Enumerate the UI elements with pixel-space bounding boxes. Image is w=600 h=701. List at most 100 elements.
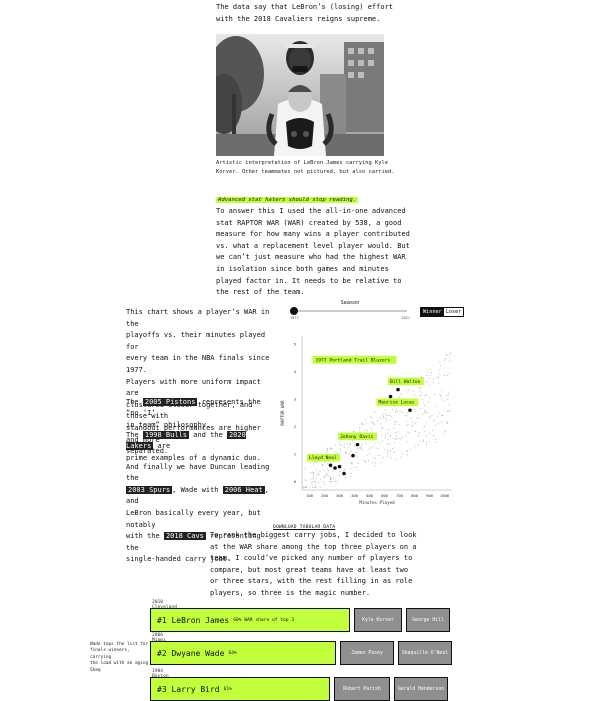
background-point	[362, 424, 364, 426]
carry-job-teammate-bar[interactable]: Gerald Henderson	[394, 677, 448, 701]
background-point	[326, 472, 328, 474]
x-tick-label: 600	[381, 493, 389, 498]
y-tick-label: 3	[294, 397, 296, 402]
background-point	[442, 415, 444, 417]
background-point	[310, 478, 312, 480]
background-point	[448, 354, 451, 356]
background-point	[425, 422, 427, 424]
background-point	[443, 400, 445, 402]
background-point	[411, 421, 413, 423]
background-point	[353, 466, 355, 469]
background-point	[319, 481, 321, 483]
toggle-loser[interactable]: Loser	[443, 308, 464, 316]
team-player-point	[388, 394, 393, 399]
download-tabular-data-link[interactable]: DOWNLOAD TABULAR DATA	[273, 525, 336, 530]
background-point	[370, 428, 372, 430]
background-point	[378, 448, 380, 450]
background-point	[326, 468, 329, 470]
background-point	[424, 394, 426, 397]
x-tick-label: 500	[366, 493, 374, 498]
background-point	[361, 448, 363, 450]
background-point	[429, 416, 431, 418]
background-point	[406, 424, 408, 427]
background-point	[410, 425, 413, 427]
season-slider-thumb[interactable]	[290, 307, 298, 315]
background-point	[319, 470, 321, 472]
chip-2003-spurs[interactable]: 2003 Spurs	[126, 485, 173, 494]
background-point	[339, 471, 341, 473]
background-point	[391, 409, 393, 411]
background-point	[448, 360, 451, 362]
background-point	[361, 444, 363, 446]
background-point	[448, 410, 450, 412]
carry-job-teammate-bar[interactable]: James Posey	[340, 641, 394, 665]
background-point	[384, 434, 386, 436]
season-slider-track[interactable]	[293, 310, 407, 312]
wade-side-note: Wade tops the list for finals winners, c…	[90, 642, 149, 673]
chip-2018-cavs[interactable]: 2018 Cavs	[163, 532, 206, 541]
background-point	[422, 413, 424, 415]
carry-job-teammate-bar[interactable]: Robert Parish	[334, 677, 390, 701]
background-point	[375, 443, 377, 445]
background-point	[427, 371, 429, 373]
background-point	[446, 374, 449, 377]
team-label: 1977 Portland Trail Blazers	[312, 355, 397, 364]
background-point	[323, 483, 325, 485]
background-point	[396, 435, 398, 438]
background-point	[420, 440, 422, 442]
background-point	[398, 424, 400, 426]
background-point	[305, 479, 307, 481]
background-point	[418, 432, 420, 434]
background-point	[335, 451, 337, 453]
background-point	[326, 463, 328, 465]
background-point	[387, 443, 389, 445]
team-label-text: 1977 Portland Trail Blazers	[316, 358, 391, 364]
background-point	[439, 394, 441, 396]
background-point	[381, 434, 383, 436]
background-point	[374, 465, 376, 467]
background-point	[368, 448, 370, 450]
carry-job-player: #3 Larry Bird	[157, 684, 220, 694]
background-point	[315, 484, 317, 486]
carry-job-share: 64%	[228, 650, 237, 656]
carry-job-teammate-bar[interactable]: Kyle Korver	[354, 608, 402, 632]
player-label: Lloyd Neal	[307, 454, 340, 462]
background-point	[444, 430, 446, 432]
background-point	[311, 482, 313, 484]
background-point	[350, 462, 352, 464]
background-point	[378, 416, 380, 418]
carry-job-main-bar[interactable]: #1 LeBron James 60% WAR share of top 3	[150, 608, 350, 632]
background-point	[428, 441, 430, 443]
player-label-text: Bill Walton	[390, 379, 421, 385]
background-point	[448, 394, 450, 396]
background-point	[375, 447, 377, 449]
background-point	[430, 369, 432, 371]
background-point	[344, 453, 346, 455]
background-point	[355, 452, 358, 454]
carry-job-main-bar[interactable]: #2 Dwyane Wade 64%	[150, 641, 336, 665]
chip-1998-bulls[interactable]: 1998 Bulls	[142, 430, 190, 439]
chip-2005-pistons[interactable]: 2005 Pistons	[142, 397, 198, 406]
background-point	[395, 438, 397, 440]
background-point	[400, 411, 402, 413]
season-max-label: 2021	[401, 316, 410, 320]
background-point	[347, 446, 350, 449]
background-point	[428, 377, 430, 379]
background-point	[381, 428, 383, 430]
carry-job-teammate-bar[interactable]: George Hill	[406, 608, 450, 632]
background-point	[311, 471, 313, 473]
background-point	[414, 430, 416, 432]
team-label-bg	[312, 355, 397, 364]
toggle-winner[interactable]: Winner	[421, 308, 444, 316]
chip-2006-heat[interactable]: 2006 Heat	[222, 485, 265, 494]
background-point	[440, 395, 442, 397]
background-point	[386, 432, 388, 434]
background-point	[437, 376, 439, 378]
background-point	[343, 469, 345, 471]
background-point	[375, 462, 377, 464]
carry-job-main-bar[interactable]: #3 Larry Bird 61%	[150, 677, 330, 701]
background-point	[389, 434, 392, 436]
background-point	[380, 423, 382, 425]
carry-job-teammate-bar[interactable]: Shaquille O'Neal	[398, 641, 452, 665]
background-point	[412, 424, 415, 426]
